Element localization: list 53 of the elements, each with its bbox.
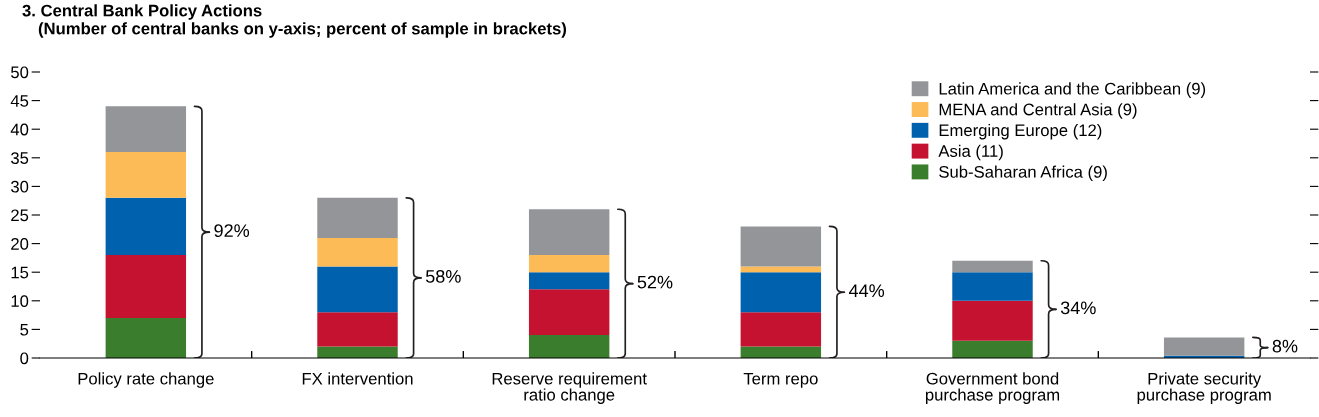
- annotation: 92%: [214, 224, 250, 238]
- annotation: 52%: [637, 275, 673, 289]
- bar: [105, 152, 187, 198]
- x-tick-label: Term repo: [743, 372, 818, 388]
- y-tick-label: 5: [20, 323, 29, 336]
- bar: [952, 300, 1033, 341]
- x-tick-label: Private security purchase program: [1137, 372, 1271, 404]
- bar: [528, 335, 610, 358]
- bar: [952, 272, 1033, 301]
- bar: [317, 197, 398, 238]
- annotation: 8%: [1272, 339, 1298, 353]
- bar: [952, 260, 1033, 273]
- bar: [105, 106, 187, 153]
- legend-label: MENA and Central Asia (9): [939, 103, 1137, 119]
- legend-label: Latin America and the Caribbean (9): [939, 82, 1206, 98]
- y-tick-label: 45: [10, 95, 29, 107]
- bar: [740, 226, 822, 267]
- y-tick-label: 50: [11, 66, 29, 79]
- bar: [105, 255, 187, 318]
- bar: [1163, 337, 1245, 356]
- annotation: 34%: [1060, 301, 1096, 315]
- bar: [740, 266, 822, 273]
- x-tick-label: FX intervention: [302, 372, 413, 385]
- y-tick-label: 0: [20, 352, 29, 365]
- bar: [528, 255, 610, 273]
- bar: [105, 197, 187, 256]
- y-tick-label: 20: [11, 238, 29, 250]
- chart-subtitle: (Number of central banks on y-axis; percent of sample in brackets): [38, 22, 567, 38]
- bar: [528, 272, 610, 290]
- bar: [740, 272, 822, 313]
- legend-label: Asia (11): [938, 144, 1003, 161]
- bar: [528, 289, 610, 336]
- y-tick-label: 25: [11, 209, 29, 222]
- x-tick-label: Reserve requirement ratio change: [492, 372, 647, 404]
- legend-label: Emerging Europe (12): [939, 123, 1102, 140]
- bar: [952, 340, 1033, 358]
- y-tick-label: 30: [10, 180, 29, 193]
- y-tick-label: 40: [10, 123, 29, 136]
- bar: [105, 317, 187, 358]
- bar: [317, 237, 398, 267]
- bar: [317, 312, 398, 347]
- annotation: 58%: [425, 269, 461, 283]
- x-tick-label: Government bond purchase program: [925, 372, 1060, 404]
- bar: [740, 312, 822, 347]
- bar: [317, 266, 398, 313]
- x-tick-label: Policy rate change: [78, 372, 214, 388]
- y-tick-label: 35: [10, 152, 29, 164]
- legend-label: Sub-Saharan Africa (9): [939, 165, 1107, 182]
- y-tick-label: 10: [11, 295, 29, 307]
- chart-title: 3. Central Bank Policy Actions: [22, 4, 262, 20]
- y-tick-label: 15: [11, 266, 29, 279]
- bar: [528, 209, 610, 256]
- annotation: 44%: [848, 284, 885, 297]
